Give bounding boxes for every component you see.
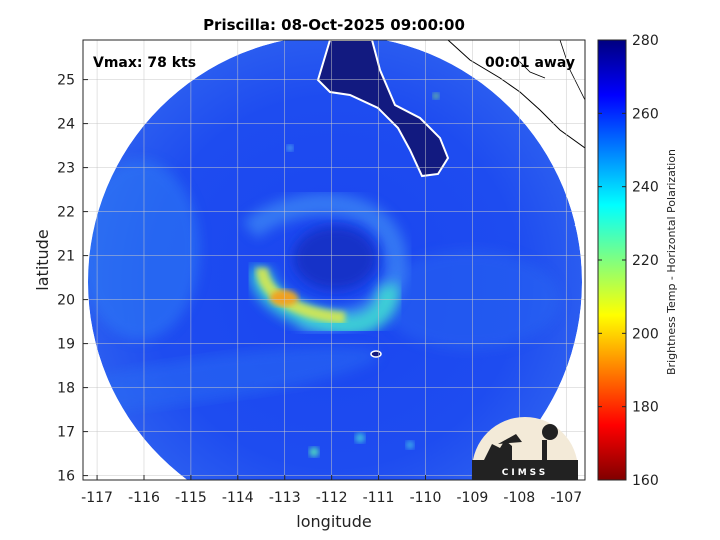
microwave-swath: [88, 40, 582, 480]
x-tick-label: -111: [363, 490, 395, 506]
y-tick-label: 24: [57, 117, 75, 133]
grid-lines: [83, 40, 585, 480]
y-tick-label: 23: [57, 161, 75, 177]
colorbar-tick-label: 240: [632, 180, 659, 196]
colorbar-tick-label: 200: [632, 326, 659, 342]
x-tick-label: -110: [410, 490, 442, 506]
plot-frame: [82, 39, 586, 481]
logo-text: CIMSS: [502, 468, 548, 478]
plot-area: [83, 40, 585, 480]
storm-eye: [293, 226, 377, 290]
x-tick-label: -108: [503, 490, 535, 506]
y-tick-label: 19: [57, 337, 75, 353]
colorbar-label: Brightness Temp - Horizontal Polarizatio…: [665, 149, 678, 375]
y-tick-label: 21: [57, 249, 75, 265]
x-axis: -117 -116 -115 -114 -113 -112 -111 -110 -109 -108…: [81, 475, 582, 506]
colorbar-tick-label: 280: [632, 33, 659, 49]
colorbar-tick-label: 260: [632, 106, 659, 122]
socorro-island: [370, 350, 382, 358]
mainland-coastline: [447, 40, 585, 149]
colorbar-tick-label: 220: [632, 253, 659, 269]
x-tick-label: -112: [316, 490, 348, 506]
chart-title: Priscilla: 08-Oct-2025 09:00:00: [203, 16, 465, 34]
x-tick-label: -116: [128, 490, 160, 506]
cimss-logo: CIMSS: [472, 417, 578, 480]
y-axis-label: latitude: [33, 229, 52, 290]
y-tick-label: 18: [57, 381, 75, 397]
colorbar-tick-label: 160: [632, 473, 659, 489]
x-tick-label: -115: [175, 490, 207, 506]
y-tick-label: 25: [57, 73, 75, 89]
x-axis-label: longitude: [296, 512, 371, 531]
y-tick-label: 17: [57, 425, 75, 441]
x-tick-label: -117: [81, 490, 113, 506]
y-tick-label: 16: [57, 469, 75, 485]
colorbar: [597, 39, 627, 481]
y-axis: 16 17 18 19 20 21 22 23 24 25: [57, 73, 88, 485]
colorbar-tick-label: 180: [632, 400, 659, 416]
x-tick-label: -107: [550, 490, 582, 506]
x-tick-label: -113: [269, 490, 301, 506]
y-tick-label: 22: [57, 205, 75, 221]
time-offset-label: 00:01 away: [485, 55, 575, 71]
x-tick-label: -114: [222, 490, 254, 506]
vmax-label: Vmax: 78 kts: [93, 55, 196, 71]
baja-landmass: [316, 40, 450, 178]
colorbar-ticks: 160 180 200 220 240 260 280: [598, 33, 659, 489]
x-tick-label: -109: [457, 490, 489, 506]
y-tick-label: 20: [57, 293, 75, 309]
